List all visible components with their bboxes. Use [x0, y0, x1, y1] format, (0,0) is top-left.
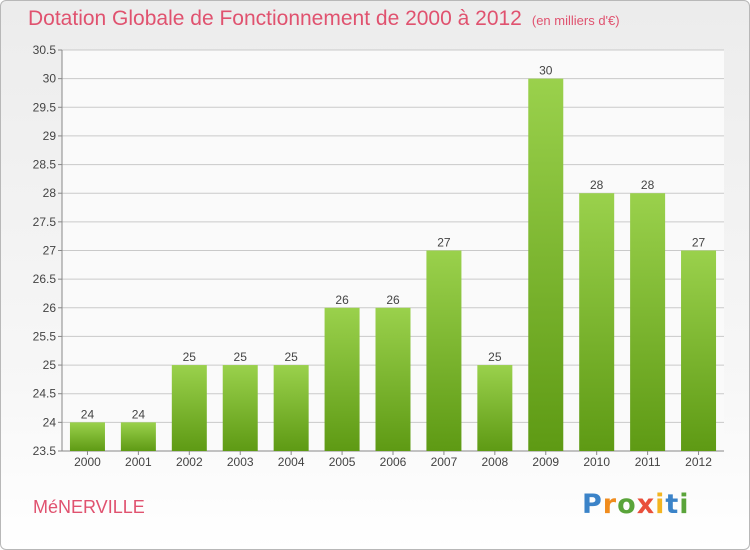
bar-value-label: 25: [284, 350, 298, 364]
x-tick-label: 2011: [635, 455, 661, 469]
bar: [426, 250, 462, 451]
x-tick-label: 2007: [431, 455, 458, 469]
bar: [120, 422, 156, 451]
x-tick-label: 2002: [176, 455, 203, 469]
chart-title-text: Dotation Globale de Fonctionnement de 20…: [28, 7, 522, 30]
bar-value-label: 30: [539, 64, 553, 78]
x-tick-label: 2001: [125, 455, 152, 469]
y-tick-label: 23.5: [33, 444, 57, 458]
y-tick-label: 24: [43, 415, 57, 429]
bar: [222, 365, 258, 451]
y-tick-label: 28: [43, 186, 57, 200]
y-tick-label: 25: [43, 358, 57, 372]
x-tick-label: 2004: [278, 455, 305, 469]
y-tick-label: 28.5: [33, 158, 57, 172]
y-tick-label: 30: [43, 72, 57, 86]
chart-title: Dotation Globale de Fonctionnement de 20…: [28, 7, 620, 31]
bar: [69, 422, 105, 451]
commune-name: MéNERVILLE: [33, 497, 145, 517]
x-tick-label: 2008: [481, 455, 508, 469]
bar-value-label: 25: [183, 350, 197, 364]
x-tick-label: 2009: [532, 455, 559, 469]
x-tick-label: 2005: [329, 455, 356, 469]
bar-value-label: 25: [488, 350, 502, 364]
y-tick-label: 26.5: [33, 272, 57, 286]
bar: [681, 250, 717, 451]
bar: [630, 193, 666, 451]
bar-value-label: 26: [335, 293, 349, 307]
bar: [171, 365, 207, 451]
y-tick-label: 30.5: [33, 43, 57, 57]
y-tick-label: 25.5: [33, 329, 57, 343]
bar: [579, 193, 615, 451]
bar: [528, 78, 564, 452]
y-tick-label: 27.5: [33, 215, 57, 229]
bar-value-label: 24: [81, 407, 95, 421]
bar: [273, 365, 309, 451]
bar: [324, 307, 360, 451]
bar-value-label: 28: [590, 178, 604, 192]
chart-unit: (en milliers d'€): [531, 13, 620, 28]
bar: [375, 307, 411, 451]
bar-value-label: 27: [692, 236, 706, 250]
y-tick-label: 26: [43, 301, 57, 315]
bar-value-label: 25: [234, 350, 248, 364]
bar-value-label: 24: [132, 407, 146, 421]
y-tick-label: 27: [43, 244, 57, 258]
bar-value-label: 26: [386, 293, 400, 307]
proxiti-logo: Proxiti: [582, 489, 690, 520]
bar-value-label: 27: [437, 236, 451, 250]
x-tick-label: 2010: [583, 455, 610, 469]
y-tick-label: 29.5: [33, 100, 57, 114]
y-tick-label: 29: [43, 129, 57, 143]
bar: [477, 365, 513, 451]
x-tick-label: 2006: [380, 455, 407, 469]
y-tick-label: 24.5: [33, 387, 57, 401]
bar-value-label: 28: [641, 178, 655, 192]
x-tick-label: 2000: [74, 455, 101, 469]
x-tick-label: 2012: [685, 455, 712, 469]
x-tick-label: 2003: [227, 455, 254, 469]
